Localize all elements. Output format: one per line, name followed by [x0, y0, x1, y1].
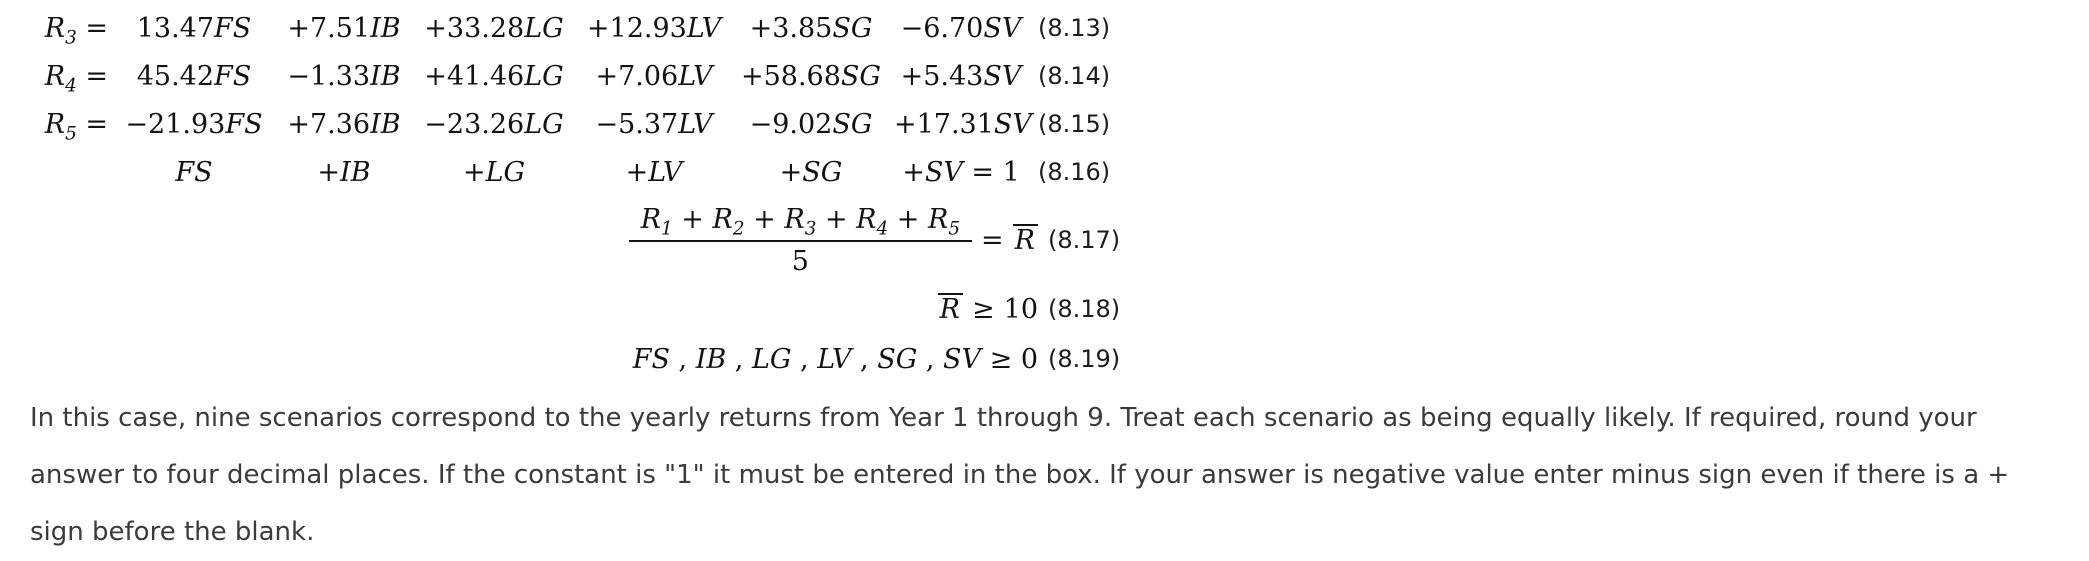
equation-term: −1.33IB — [287, 60, 401, 92]
equation-term: +7.36IB — [287, 108, 401, 140]
equals-sign: = — [981, 224, 1004, 256]
equation-term: +33.28LG — [424, 12, 564, 44]
equation-term: +58.68SG — [741, 60, 881, 92]
equation-grid: R3 = 13.47FS +7.51IB +33.28LG +12.93LV +3.85S… — [30, 4, 1140, 196]
equation-number: (8.13) — [1038, 14, 1111, 42]
equation-number: (8.18) — [1048, 295, 1121, 323]
equation-lhs: R3 = — [44, 12, 108, 48]
instruction-paragraph: In this case, nine scenarios correspond … — [30, 403, 2010, 547]
equation-term: +17.31SV — [894, 108, 1032, 140]
constraint-value: 10 — [1003, 293, 1038, 325]
equation-term: −6.70SV — [900, 12, 1022, 44]
equation-number: (8.17) — [1048, 226, 1121, 254]
equation-block: R3 = 13.47FS +7.51IB +33.28LG +12.93LV +3.85S… — [30, 4, 1140, 384]
equation-term: +LV — [625, 156, 683, 188]
equation-term: +12.93LV — [586, 12, 722, 44]
equation-nonnegativity: FS , IB , LG , LV , SG , SV ≥ 0 (8.19) — [30, 334, 1144, 384]
equation-term: +SG — [779, 156, 843, 188]
fraction-numerator: R1 + R2 + R3 + R4 + R5 — [640, 203, 961, 239]
equation-term: −23.26LG — [424, 108, 564, 140]
equation-rbar-constraint: R ≥ 10 (8.18) — [30, 284, 1144, 334]
equation-term: +IB — [317, 156, 371, 188]
equation-lhs: R5 = — [44, 108, 108, 144]
page: R3 = 13.47FS +7.51IB +33.28LG +12.93LV +3.85S… — [30, 4, 2010, 547]
r-bar: R — [1012, 224, 1038, 255]
fraction-denominator: 5 — [628, 239, 973, 277]
equation-term: +3.85SG — [749, 12, 873, 44]
equation-term: +7.06LV — [595, 60, 713, 92]
equation-term: +7.51IB — [287, 12, 401, 44]
equation-term: +41.46LG — [424, 60, 564, 92]
equation-number: (8.19) — [1048, 345, 1121, 373]
equation-term: +SV = 1 — [902, 156, 1020, 188]
geq-sign: ≥ — [972, 293, 995, 325]
nonnegativity-expression: FS , IB , LG , LV , SG , SV ≥ 0 — [632, 343, 1038, 375]
equation-term: 13.47FS — [136, 12, 252, 44]
equation-number: (8.14) — [1038, 62, 1111, 90]
equation-term: 45.42FS — [136, 60, 252, 92]
equation-term: −5.37LV — [595, 108, 713, 140]
equation-term: +5.43SV — [900, 60, 1022, 92]
equation-average: R1 + R2 + R3 + R4 + R5 5 = R (8.17) — [30, 196, 1144, 284]
equation-number: (8.16) — [1038, 158, 1111, 186]
equation-term: −21.93FS — [125, 108, 263, 140]
equation-term: −9.02SG — [749, 108, 873, 140]
equation-number: (8.15) — [1038, 110, 1111, 138]
equation-lhs: R4 = — [44, 60, 108, 96]
equation-term: FS — [175, 156, 213, 188]
equation-term: +LG — [462, 156, 526, 188]
fraction: R1 + R2 + R3 + R4 + R5 5 — [628, 203, 973, 277]
r-bar: R — [937, 293, 964, 324]
